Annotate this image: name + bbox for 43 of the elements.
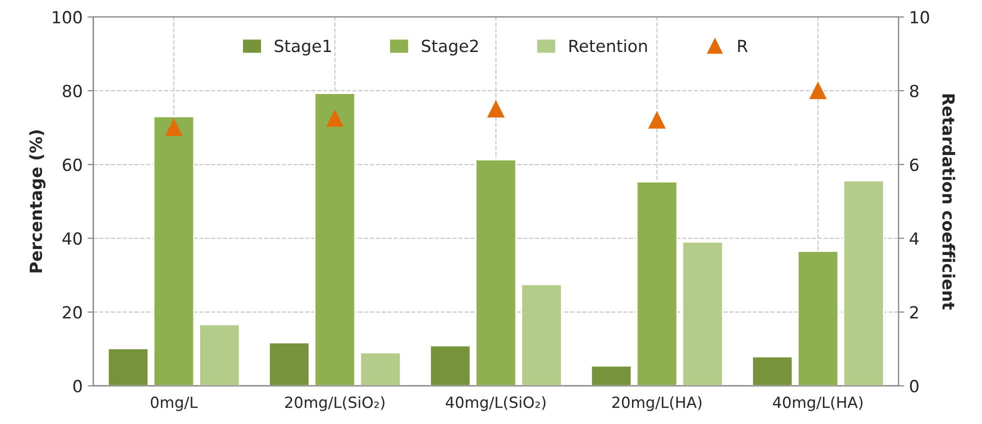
x-tick-label: 40mg/L(HA) — [772, 396, 862, 412]
bar — [636, 181, 678, 386]
bar — [107, 348, 149, 386]
y2-tick-label: 0 — [910, 380, 918, 392]
y-tick-label: 60 — [62, 158, 82, 172]
bar — [153, 116, 195, 386]
x-tick-label: 20mg/L(SiO₂) — [285, 396, 384, 412]
y2-tick-label: 4 — [910, 232, 919, 245]
point — [810, 82, 826, 100]
bar — [268, 342, 310, 386]
y-tick-label: 100 — [52, 10, 82, 24]
y2-tick-label: 6 — [910, 158, 918, 172]
legend-label: Stage2 — [422, 40, 478, 56]
x-tick-label: 20mg/L(HA) — [612, 396, 702, 412]
bar — [682, 241, 724, 386]
bar — [590, 365, 632, 386]
bar — [430, 344, 472, 386]
x-tick-label: 40mg/L(SiO₂) — [446, 396, 546, 412]
point — [165, 119, 182, 136]
legend-label: Stage1 — [274, 40, 331, 56]
y-tick-label: 40 — [62, 232, 82, 245]
bar — [797, 250, 839, 386]
y-tick-label: 20 — [62, 306, 82, 319]
x-tick-label: 0mg/L — [150, 396, 198, 412]
point — [326, 110, 344, 127]
bar — [475, 159, 517, 386]
bar — [842, 180, 884, 386]
y-tick-label: 0 — [73, 380, 82, 392]
y2-tick-label: 8 — [910, 84, 918, 98]
y-tick-label: 80 — [62, 84, 82, 98]
bar — [752, 356, 794, 386]
legend-label: R — [738, 40, 748, 52]
point — [648, 112, 666, 129]
y2-tick-label: 2 — [910, 306, 918, 318]
bar — [360, 352, 402, 386]
bar — [520, 284, 562, 386]
point — [488, 100, 504, 118]
bar — [314, 92, 356, 386]
bar — [198, 324, 240, 386]
legend-label: Retention — [570, 39, 647, 52]
y-axis-title: Percentage (%) — [29, 130, 46, 272]
y2-tick-label: 10 — [910, 10, 930, 24]
y2-axis-title: Retardation coefficient — [942, 94, 956, 310]
